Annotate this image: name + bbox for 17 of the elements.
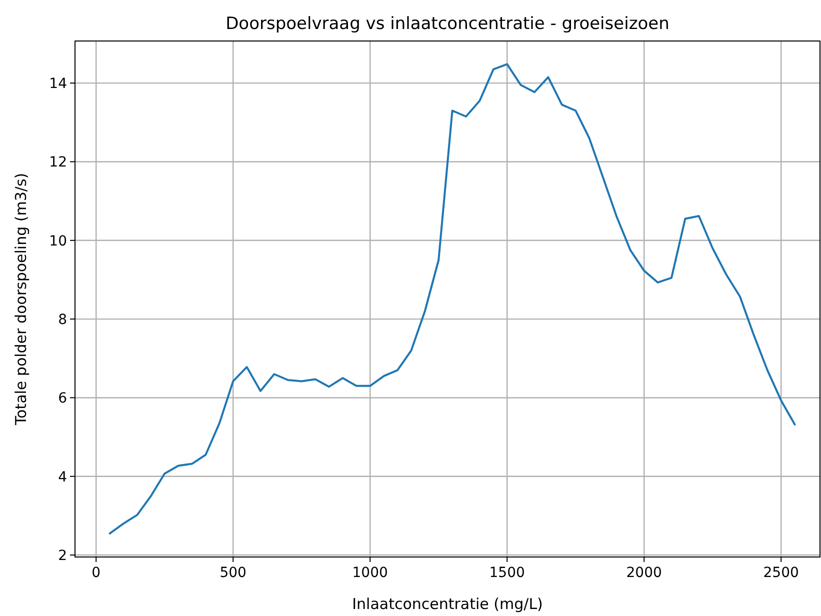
x-tick-label: 500 xyxy=(220,565,246,581)
y-tick-label: 2 xyxy=(58,548,67,564)
x-tick-label: 1500 xyxy=(489,565,525,581)
x-tick-label: 2000 xyxy=(626,565,662,581)
y-tick-label: 6 xyxy=(58,390,68,407)
x-tick-label: 2500 xyxy=(763,565,799,581)
line-series xyxy=(108,63,796,534)
y-tick-label: 10 xyxy=(49,233,67,250)
y-tick-label: 4 xyxy=(58,469,68,486)
y-tick-label: 14 xyxy=(49,76,68,92)
chart-title: Doorspoelvraag vs inlaatconcentratie - groeiseizoen xyxy=(226,14,670,34)
x-tick-label: 1000 xyxy=(352,565,388,581)
y-tick-label: 8 xyxy=(58,312,67,328)
y-tick-label: 12 xyxy=(49,154,67,171)
x-axis-title: Inlaatconcentratie (mg/L) xyxy=(352,595,543,613)
x-tick-label: 0 xyxy=(92,565,101,581)
y-axis-title: Totale polder doorspoeling (m3/s) xyxy=(12,172,30,426)
